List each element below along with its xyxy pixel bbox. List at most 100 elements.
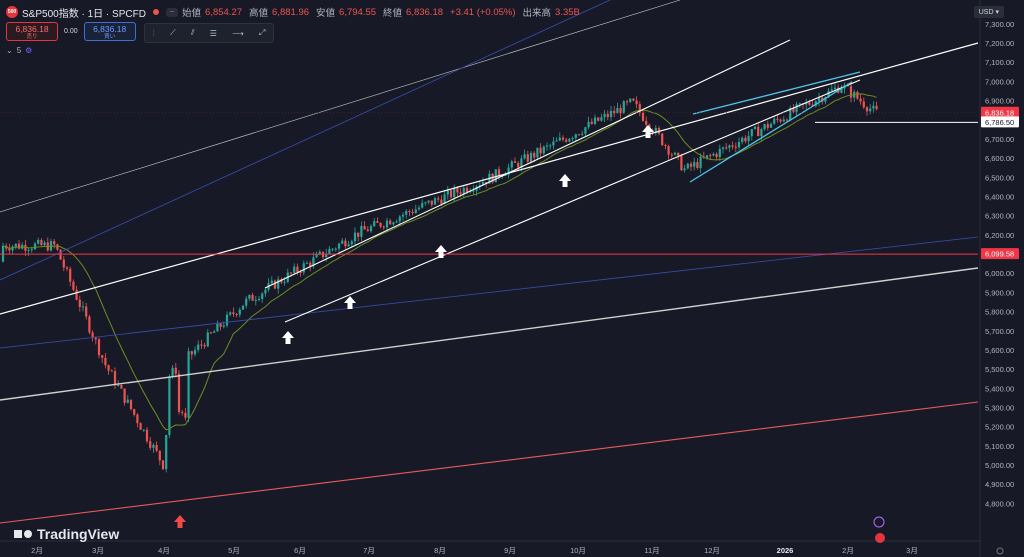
candle-body bbox=[459, 192, 462, 194]
candle-body bbox=[353, 232, 357, 242]
candle-body bbox=[789, 107, 792, 121]
trend-line bbox=[689, 81, 853, 183]
candle-body bbox=[385, 220, 389, 228]
candle-body bbox=[485, 182, 488, 184]
y-tick-label: 5,900.00 bbox=[985, 288, 1014, 297]
x-tick-label: 2月 bbox=[31, 546, 43, 555]
candle-body bbox=[101, 355, 104, 358]
candle-body bbox=[664, 145, 667, 147]
parallel-channel-tool-icon[interactable]: ⫽ bbox=[190, 28, 195, 37]
trendline-tool-icon[interactable]: ⟋ bbox=[170, 28, 176, 37]
candle-body bbox=[62, 259, 65, 268]
candle-body bbox=[529, 152, 533, 162]
candle-body bbox=[869, 108, 872, 112]
candle-body bbox=[94, 337, 97, 340]
candle-body bbox=[136, 414, 139, 424]
symbol-title[interactable]: S&P500指数 · 1日 · SPCFD bbox=[22, 8, 146, 20]
candle-body bbox=[462, 187, 465, 194]
candle-body bbox=[296, 266, 299, 272]
market-status-icon bbox=[152, 9, 159, 15]
candle-body bbox=[373, 221, 376, 227]
trend-line bbox=[0, 42, 979, 315]
candle-body bbox=[30, 249, 33, 251]
currency-label: USD bbox=[978, 9, 994, 16]
price-badge bbox=[981, 248, 1019, 260]
candle-body bbox=[168, 376, 171, 435]
fib-tool-icon[interactable]: ☰ bbox=[209, 28, 217, 38]
sell-button[interactable]: 6,836.18 売り bbox=[6, 22, 58, 41]
candle-body bbox=[113, 371, 117, 386]
candle-body bbox=[581, 133, 584, 135]
lightning-icon bbox=[873, 516, 885, 528]
candle-body bbox=[545, 145, 549, 147]
high-value: 6,881.96 bbox=[272, 6, 310, 18]
x-tick-label: 7月 bbox=[363, 546, 375, 555]
tradingview-wordmark: TradingView bbox=[37, 526, 120, 542]
sell-label: 売り bbox=[26, 34, 38, 40]
candle-body bbox=[193, 349, 197, 355]
y-tick-label: 5,600.00 bbox=[985, 346, 1014, 355]
candle-body bbox=[587, 121, 590, 128]
candle-body bbox=[629, 98, 632, 102]
buy-button[interactable]: 6,836.18 買い bbox=[83, 22, 136, 41]
candle-body bbox=[805, 102, 808, 105]
candle-body bbox=[616, 107, 619, 114]
candle-body bbox=[184, 412, 187, 418]
candle-body bbox=[14, 243, 17, 247]
candle-body bbox=[753, 126, 757, 130]
candle-body bbox=[360, 226, 363, 237]
candle-body bbox=[718, 148, 721, 158]
drag-handle-icon[interactable]: ⁞ bbox=[152, 28, 155, 38]
y-tick-label: 5,700.00 bbox=[985, 327, 1014, 336]
candle-body bbox=[120, 385, 123, 389]
candle-body bbox=[670, 154, 673, 156]
candle-body bbox=[568, 138, 571, 142]
candle-body bbox=[334, 248, 337, 250]
up-arrow-icon bbox=[435, 245, 447, 258]
candle-body bbox=[149, 441, 152, 448]
candle-body bbox=[241, 305, 245, 310]
currency-selector[interactable]: USD ▾ bbox=[973, 6, 1004, 18]
collapse-button[interactable]: − bbox=[165, 7, 179, 17]
candle-body bbox=[245, 298, 248, 306]
x-tick-label: 5月 bbox=[228, 546, 240, 555]
indicator-toggle[interactable]: ⌄ 5 ⚙ bbox=[6, 46, 32, 55]
candle-body bbox=[549, 145, 552, 147]
y-tick-label: 7,200.00 bbox=[985, 39, 1014, 48]
candle-body bbox=[517, 162, 520, 168]
candle-body bbox=[817, 97, 821, 102]
candle-body bbox=[856, 91, 859, 99]
candle-body bbox=[363, 226, 366, 230]
candle-body bbox=[833, 87, 837, 90]
candle-body bbox=[494, 169, 497, 183]
candle-body bbox=[347, 244, 350, 247]
candle-body bbox=[709, 155, 712, 157]
candle-body bbox=[705, 155, 709, 158]
trend-line bbox=[0, 236, 979, 349]
candle-body bbox=[673, 152, 677, 155]
candle-body bbox=[750, 129, 753, 137]
candle-body bbox=[555, 140, 558, 142]
trend-line bbox=[692, 71, 861, 115]
candle-body bbox=[677, 152, 680, 156]
chevron-down-icon: ⌄ bbox=[6, 46, 13, 55]
candle-body bbox=[152, 444, 155, 448]
x-tick-label: 2月 bbox=[842, 546, 854, 555]
candle-body bbox=[574, 134, 577, 138]
y-tick-label: 4,900.00 bbox=[985, 480, 1014, 489]
candle-body bbox=[190, 351, 193, 355]
ray-tool-icon[interactable]: ⤢ bbox=[258, 28, 266, 37]
y-tick-label: 5,800.00 bbox=[985, 308, 1014, 317]
candle-body bbox=[840, 88, 843, 93]
candle-body bbox=[747, 136, 750, 142]
candle-body bbox=[613, 110, 616, 114]
candle-body bbox=[257, 299, 261, 301]
candle-body bbox=[350, 241, 353, 245]
price-badge bbox=[981, 106, 1019, 118]
y-tick-label: 5,000.00 bbox=[985, 461, 1014, 470]
candle-body bbox=[376, 221, 379, 223]
horizontal-ray-tool-icon[interactable]: ⟶ bbox=[232, 28, 244, 38]
candle-body bbox=[261, 293, 264, 300]
y-tick-label: 6,700.00 bbox=[985, 135, 1014, 144]
